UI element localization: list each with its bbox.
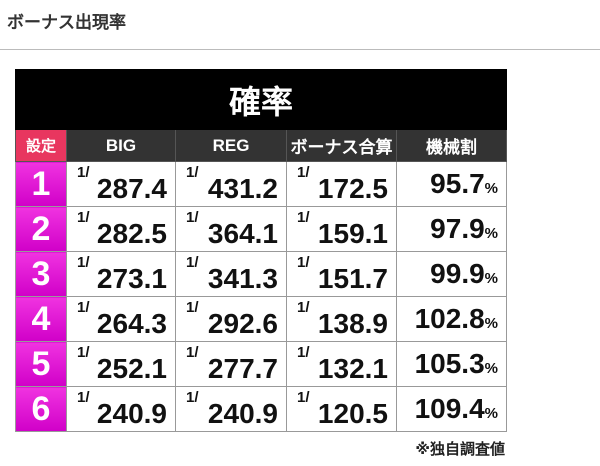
big-probability-cell: 1/252.1 (66, 341, 176, 387)
reg-value: 431.2 (207, 173, 278, 204)
divider (0, 49, 600, 50)
total-value: 120.5 (317, 398, 388, 429)
header-bonus-total: ボーナス合算 (286, 129, 397, 162)
payout-value: 97.9 (430, 213, 485, 244)
total-probability-cell: 1/138.9 (286, 296, 397, 342)
payout-cell: 99.9% (395, 251, 508, 297)
fraction-prefix: 1/ (186, 164, 199, 181)
reg-value: 292.6 (207, 308, 278, 339)
table-row: 2 1/282.5 1/364.1 1/159.1 97.9% (15, 206, 508, 252)
header-big: BIG (66, 129, 176, 162)
reg-probability-cell: 1/431.2 (175, 161, 287, 207)
fraction-prefix: 1/ (297, 209, 310, 226)
fraction-prefix: 1/ (186, 254, 199, 271)
payout-cell: 97.9% (395, 206, 508, 252)
header-reg: REG (175, 129, 287, 162)
reg-value: 277.7 (207, 353, 278, 384)
total-probability-cell: 1/159.1 (286, 206, 397, 252)
reg-probability-cell: 1/341.3 (175, 251, 287, 297)
fraction-prefix: 1/ (77, 389, 90, 406)
reg-probability-cell: 1/292.6 (175, 296, 287, 342)
total-value: 138.9 (317, 308, 388, 339)
fraction-prefix: 1/ (297, 254, 310, 271)
big-value: 240.9 (96, 398, 167, 429)
fraction-prefix: 1/ (297, 299, 310, 316)
table-caption: 確率 (14, 69, 508, 130)
percent-sign: % (484, 360, 499, 377)
table-row: 4 1/264.3 1/292.6 1/138.9 102.8% (15, 296, 508, 342)
total-value: 132.1 (317, 353, 388, 384)
percent-sign: % (484, 225, 499, 242)
setting-cell: 3 (15, 251, 67, 297)
fraction-prefix: 1/ (77, 164, 90, 181)
reg-probability-cell: 1/364.1 (175, 206, 287, 252)
fraction-prefix: 1/ (186, 344, 199, 361)
total-value: 172.5 (317, 173, 388, 204)
fraction-prefix: 1/ (77, 209, 90, 226)
reg-value: 364.1 (207, 218, 278, 249)
fraction-prefix: 1/ (77, 344, 90, 361)
footnote: ※独自調査値 (415, 441, 505, 458)
payout-value: 99.9 (430, 258, 485, 289)
percent-sign: % (484, 180, 499, 197)
big-probability-cell: 1/264.3 (66, 296, 176, 342)
reg-probability-cell: 1/277.7 (175, 341, 287, 387)
total-probability-cell: 1/151.7 (286, 251, 397, 297)
payout-cell: 102.8% (395, 296, 508, 342)
fraction-prefix: 1/ (297, 164, 310, 181)
payout-value: 102.8 (414, 303, 485, 334)
percent-sign: % (484, 315, 499, 332)
fraction-prefix: 1/ (297, 344, 310, 361)
payout-value: 109.4 (414, 393, 485, 424)
page-title: ボーナス出現率 (7, 13, 126, 32)
fraction-prefix: 1/ (186, 389, 199, 406)
fraction-prefix: 1/ (186, 209, 199, 226)
big-probability-cell: 1/273.1 (66, 251, 176, 297)
probability-table: 確率 設定 BIG REG ボーナス合算 機械割 1 1/287.4 1/431.2… (14, 69, 508, 432)
table-row: 5 1/252.1 1/277.7 1/132.1 105.3% (15, 341, 508, 387)
big-value: 264.3 (96, 308, 167, 339)
header-payout: 機械割 (395, 129, 508, 162)
header-setting: 設定 (15, 129, 67, 162)
fraction-prefix: 1/ (77, 299, 90, 316)
big-probability-cell: 1/282.5 (66, 206, 176, 252)
payout-cell: 109.4% (395, 386, 508, 432)
table-row: 1 1/287.4 1/431.2 1/172.5 95.7% (15, 161, 508, 207)
table-row: 6 1/240.9 1/240.9 1/120.5 109.4% (15, 386, 508, 432)
fraction-prefix: 1/ (186, 299, 199, 316)
payout-value: 95.7 (430, 168, 485, 199)
payout-value: 105.3 (414, 348, 485, 379)
total-probability-cell: 1/120.5 (286, 386, 397, 432)
big-probability-cell: 1/287.4 (66, 161, 176, 207)
big-value: 273.1 (96, 263, 167, 294)
fraction-prefix: 1/ (77, 254, 90, 271)
percent-sign: % (484, 270, 499, 287)
setting-cell: 2 (15, 206, 67, 252)
fraction-prefix: 1/ (297, 389, 310, 406)
setting-cell: 5 (15, 341, 67, 387)
setting-cell: 4 (15, 296, 67, 342)
big-value: 282.5 (96, 218, 167, 249)
payout-cell: 105.3% (395, 341, 508, 387)
setting-cell: 6 (15, 386, 67, 432)
payout-cell: 95.7% (395, 161, 508, 207)
reg-value: 240.9 (207, 398, 278, 429)
table-row: 3 1/273.1 1/341.3 1/151.7 99.9% (15, 251, 508, 297)
reg-value: 341.3 (207, 263, 278, 294)
big-probability-cell: 1/240.9 (66, 386, 176, 432)
setting-cell: 1 (15, 161, 67, 207)
total-probability-cell: 1/172.5 (286, 161, 397, 207)
big-value: 252.1 (96, 353, 167, 384)
big-value: 287.4 (96, 173, 167, 204)
reg-probability-cell: 1/240.9 (175, 386, 287, 432)
percent-sign: % (484, 405, 499, 422)
total-value: 151.7 (317, 263, 388, 294)
total-probability-cell: 1/132.1 (286, 341, 397, 387)
total-value: 159.1 (317, 218, 388, 249)
